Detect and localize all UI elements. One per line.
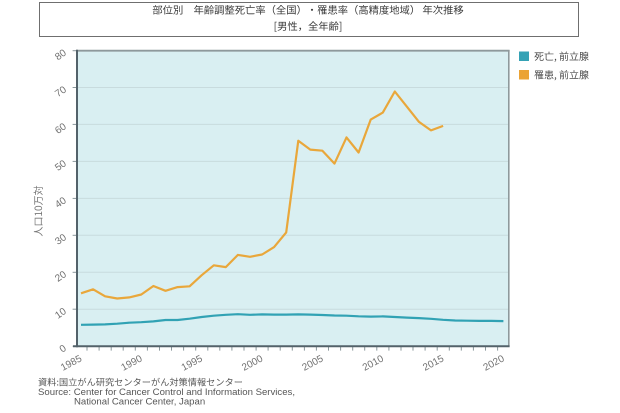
svg-text:10: 10 xyxy=(53,306,69,322)
svg-text:80: 80 xyxy=(53,47,69,63)
svg-text:1990: 1990 xyxy=(119,353,144,373)
svg-text:70: 70 xyxy=(53,84,69,100)
svg-text:30: 30 xyxy=(53,232,69,248)
svg-text:1985: 1985 xyxy=(59,353,84,373)
svg-text:0: 0 xyxy=(58,343,69,355)
svg-text:1995: 1995 xyxy=(180,353,205,373)
svg-text:60: 60 xyxy=(53,121,69,137)
svg-text:2015: 2015 xyxy=(421,353,446,373)
svg-text:2020: 2020 xyxy=(482,353,507,373)
svg-text:2010: 2010 xyxy=(361,353,386,373)
svg-text:2005: 2005 xyxy=(300,353,325,373)
svg-text:Source: Center for Cancer Cont: Source: Center for Cancer Control and In… xyxy=(38,387,295,398)
svg-text:50: 50 xyxy=(53,158,69,174)
svg-text:20: 20 xyxy=(53,269,69,285)
svg-text:National Cancer Center, Japan: National Cancer Center, Japan xyxy=(74,397,205,408)
svg-text:2000: 2000 xyxy=(240,353,265,373)
svg-text:40: 40 xyxy=(53,195,69,211)
